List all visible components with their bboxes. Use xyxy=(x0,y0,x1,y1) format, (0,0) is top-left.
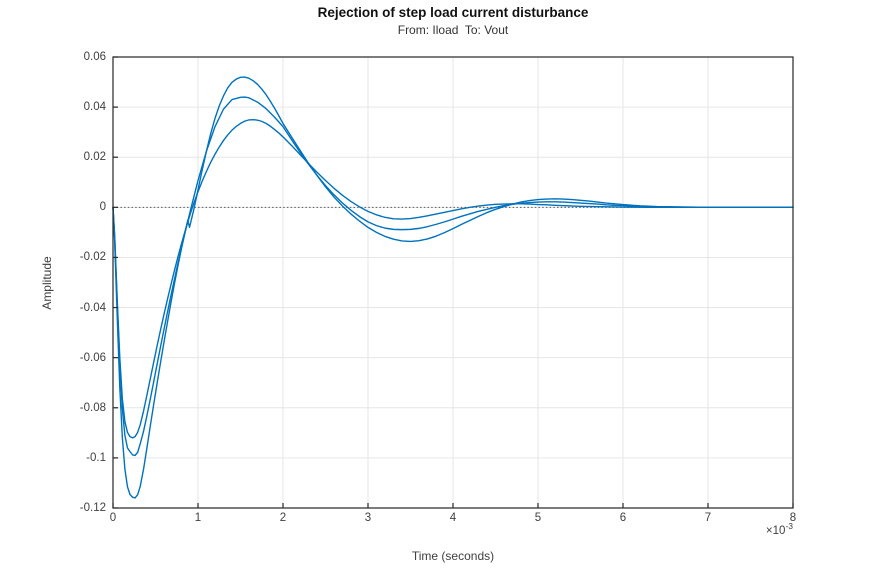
y-tick-label: -0.1 xyxy=(86,452,106,464)
curve-response-nominal[interactable] xyxy=(112,96,794,457)
x-tick-label: 1 xyxy=(194,512,202,524)
chart-title: Rejection of step load current disturban… xyxy=(317,5,589,20)
x-tick-label: 8 xyxy=(789,512,797,524)
x-tick-label: 7 xyxy=(704,512,712,524)
y-tick-label: -0.08 xyxy=(79,402,106,414)
y-tick-label: 0.06 xyxy=(83,51,106,63)
y-tick-label: -0.04 xyxy=(79,302,106,314)
x-axis-multiplier-exponent: -3 xyxy=(785,521,793,531)
response-curves[interactable] xyxy=(112,76,794,499)
y-tick-label: 0 xyxy=(99,201,106,213)
x-tick-label: 2 xyxy=(279,512,287,524)
chart-subtitle: From: Iload To: Vout xyxy=(397,23,509,37)
x-tick-label: 3 xyxy=(364,512,372,524)
x-tick-label: 0 xyxy=(109,512,117,524)
y-tick-label: -0.12 xyxy=(79,502,106,514)
x-tick-label: 4 xyxy=(449,512,457,524)
curve-response-smallest-deviation[interactable] xyxy=(112,118,794,439)
y-tick-label: -0.06 xyxy=(79,352,106,364)
grid-lines xyxy=(113,57,793,508)
x-axis-multiplier: ×10-3 xyxy=(713,521,793,537)
curve-response-largest-deviation[interactable] xyxy=(112,76,794,499)
x-axis-multiplier-base: ×10 xyxy=(765,524,786,537)
tick-marks xyxy=(112,56,794,509)
x-axis-label: Time (seconds) xyxy=(411,549,495,563)
y-tick-label: 0.02 xyxy=(83,151,106,163)
y-tick-label: 0.04 xyxy=(83,101,106,113)
x-tick-label: 5 xyxy=(534,512,542,524)
x-tick-label: 6 xyxy=(619,512,627,524)
y-tick-label: -0.02 xyxy=(79,251,106,263)
